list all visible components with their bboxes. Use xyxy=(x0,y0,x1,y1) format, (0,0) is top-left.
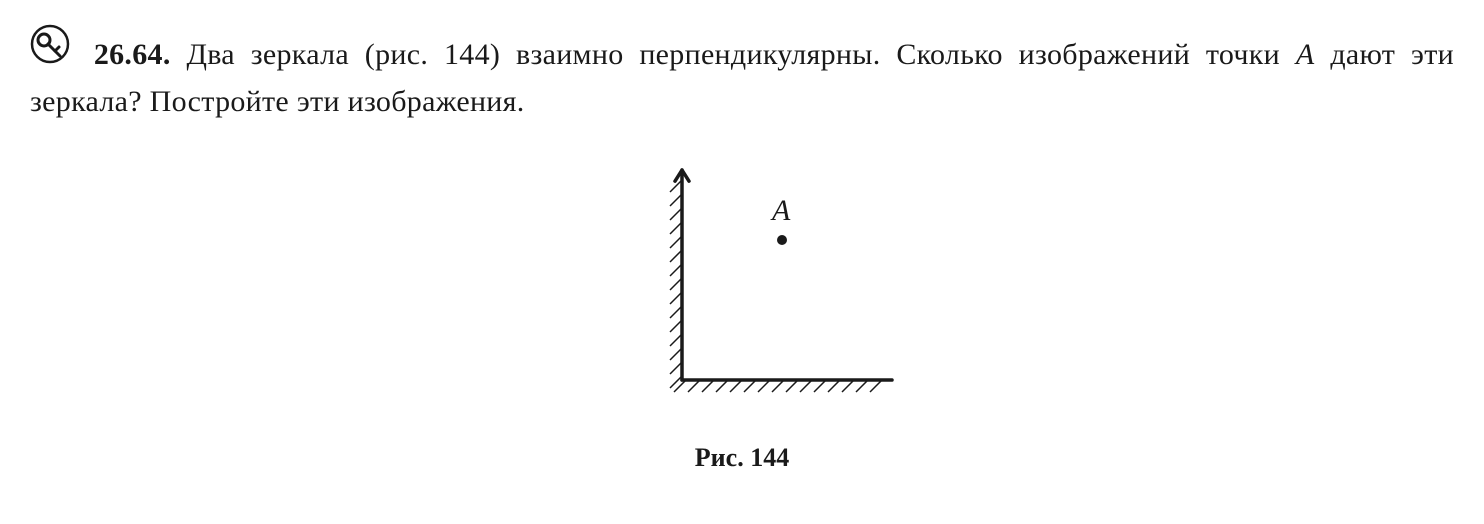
figure-container: A Рис. 144 xyxy=(30,160,1454,473)
figure: A Рис. 144 xyxy=(572,160,912,473)
mirror-diagram: A xyxy=(572,160,912,420)
figure-caption: Рис. 144 xyxy=(572,443,912,473)
problem-number: 26.64. xyxy=(94,38,171,71)
svg-text:A: A xyxy=(770,194,791,227)
problem-block: 26.64. Два зеркала (рис. 144) взаимно пе… xyxy=(30,20,1454,125)
key-icon xyxy=(30,24,70,79)
problem-text-part1: Два зеркала (рис. 144) взаимно перпендик… xyxy=(171,38,1296,71)
problem-paragraph: 26.64. Два зеркала (рис. 144) взаимно пе… xyxy=(30,20,1454,125)
point-letter: A xyxy=(1296,38,1315,71)
